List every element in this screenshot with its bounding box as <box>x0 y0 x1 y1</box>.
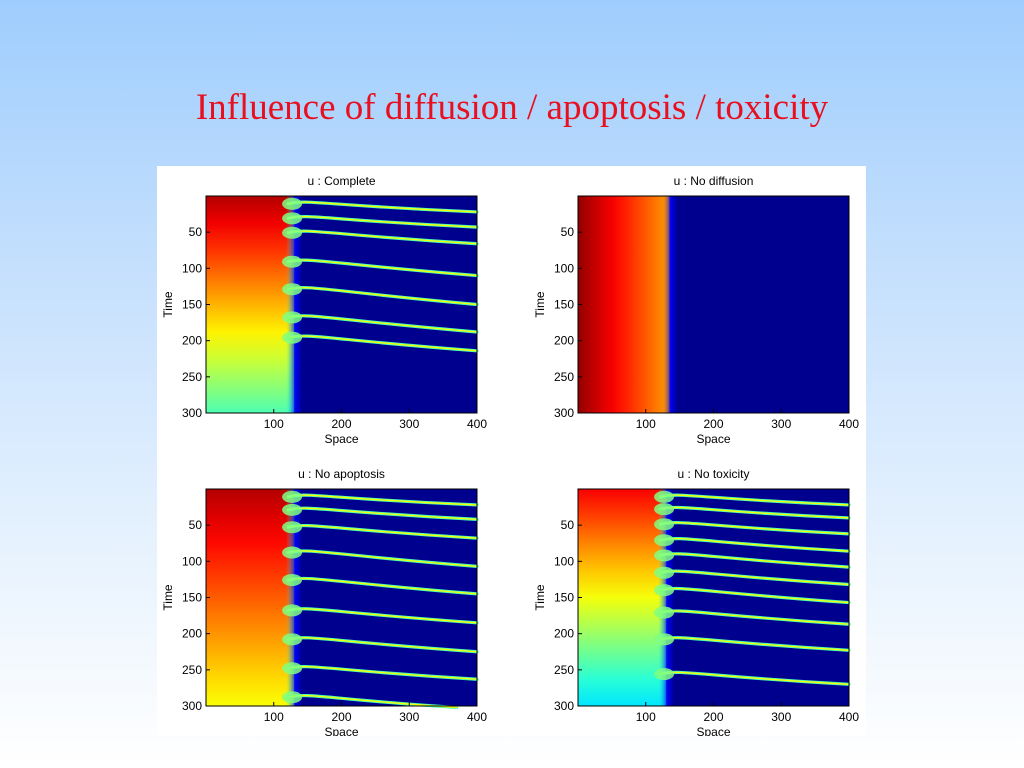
heatmap-band-head <box>282 574 303 587</box>
x-tick-label: 100 <box>636 417 656 431</box>
y-tick-label: 200 <box>554 627 574 641</box>
heatmap-band-head <box>654 606 675 619</box>
heatmap-band-head <box>654 503 675 516</box>
y-tick-label: 150 <box>554 591 574 605</box>
x-tick-label: 400 <box>467 710 487 724</box>
x-tick-label: 400 <box>839 710 859 724</box>
x-tick-label: 200 <box>703 710 723 724</box>
x-axis-label: Space <box>696 725 730 736</box>
subplot-title: u : Complete <box>307 174 375 188</box>
heatmap-band-head <box>282 633 303 646</box>
heatmap-band-head <box>282 521 303 534</box>
heatmap-subplot: u : Complete 50 100 150 200 250 300 100 200 300 40… <box>161 174 487 446</box>
x-tick-label: 300 <box>399 710 419 724</box>
heatmap-subplot: u : No apoptosis 50 100 150 200 250 300 100 200 3… <box>161 467 487 736</box>
heatmap-band-head <box>282 604 303 617</box>
y-tick-label: 200 <box>554 334 574 348</box>
heatmap-invaded-region <box>206 489 295 706</box>
x-tick-label: 300 <box>771 710 791 724</box>
heatmap-invaded-region <box>206 196 295 413</box>
x-tick-label: 100 <box>264 417 284 431</box>
y-tick-label: 50 <box>561 225 575 239</box>
figure-panel: u : Complete 50 100 150 200 250 300 100 200 300 40… <box>157 166 866 736</box>
heatmap-band-head <box>654 549 675 562</box>
heatmap-band-head <box>282 226 303 239</box>
y-tick-label: 100 <box>182 261 202 275</box>
heatmap-band-head <box>654 566 675 579</box>
y-tick-label: 300 <box>554 699 574 713</box>
x-tick-label: 400 <box>467 417 487 431</box>
y-axis-label: Time <box>533 584 547 611</box>
x-tick-label: 100 <box>636 710 656 724</box>
heatmap-band-head <box>282 255 303 268</box>
heatmap-band-head <box>282 546 303 559</box>
y-tick-label: 150 <box>554 298 574 312</box>
x-tick-label: 200 <box>331 417 351 431</box>
subplot-title: u : No diffusion <box>674 174 754 188</box>
x-tick-label: 300 <box>771 417 791 431</box>
y-tick-label: 50 <box>189 225 203 239</box>
heatmap-invaded-region <box>578 489 667 706</box>
y-tick-label: 300 <box>554 406 574 420</box>
heatmap-front <box>286 196 303 413</box>
y-tick-label: 200 <box>182 627 202 641</box>
x-tick-label: 300 <box>399 417 419 431</box>
y-tick-label: 250 <box>182 663 202 677</box>
x-tick-label: 200 <box>331 710 351 724</box>
heatmap-figure: u : Complete 50 100 150 200 250 300 100 200 300 40… <box>161 174 859 736</box>
x-axis-label: Space <box>324 725 358 736</box>
y-tick-label: 50 <box>189 518 203 532</box>
heatmap-band-head <box>282 490 303 503</box>
heatmap-band-head <box>654 490 675 503</box>
heatmap-band-head <box>282 311 303 324</box>
heatmap-band-head <box>282 331 303 344</box>
y-tick-label: 200 <box>182 334 202 348</box>
heatmap-band-head <box>282 662 303 675</box>
heatmap-front <box>286 489 303 706</box>
y-tick-label: 150 <box>182 298 202 312</box>
heatmap-band-head <box>654 584 675 597</box>
heatmap-band-head <box>654 633 675 646</box>
heatmap-subplot: u : No toxicity 50 100 150 200 250 300 100 200 30… <box>533 467 859 736</box>
y-tick-label: 150 <box>182 591 202 605</box>
y-tick-label: 300 <box>182 699 202 713</box>
heatmap-band-head <box>282 212 303 225</box>
y-axis-label: Time <box>533 291 547 318</box>
y-tick-label: 300 <box>182 406 202 420</box>
x-tick-label: 100 <box>264 710 284 724</box>
y-axis-label: Time <box>161 584 175 611</box>
heatmap-front <box>661 196 678 413</box>
y-tick-label: 250 <box>554 663 574 677</box>
x-axis-label: Space <box>696 432 730 446</box>
slide-title: Influence of diffusion / apoptosis / tox… <box>195 87 829 128</box>
heatmap-band-head <box>654 518 675 531</box>
heatmap-band-head <box>282 503 303 516</box>
heatmap-band-head <box>282 197 303 210</box>
x-axis-label: Space <box>324 432 358 446</box>
heatmap-invaded-region <box>578 196 670 413</box>
y-tick-label: 100 <box>554 261 574 275</box>
heatmap-band-head <box>654 668 675 681</box>
heatmap-band-head <box>282 691 303 704</box>
heatmap-band-head <box>654 534 675 547</box>
y-axis-label: Time <box>161 291 175 318</box>
y-tick-label: 100 <box>554 554 574 568</box>
heatmap-band-head <box>282 283 303 296</box>
subplot-title: u : No toxicity <box>677 467 749 481</box>
x-tick-label: 200 <box>703 417 723 431</box>
y-tick-label: 250 <box>554 370 574 384</box>
heatmap-subplot: u : No diffusion 50 100 150 200 250 300 100 200 3… <box>533 174 859 446</box>
y-tick-label: 250 <box>182 370 202 384</box>
x-tick-label: 400 <box>839 417 859 431</box>
y-tick-label: 50 <box>561 518 575 532</box>
subplot-title: u : No apoptosis <box>298 467 385 481</box>
y-tick-label: 100 <box>182 554 202 568</box>
